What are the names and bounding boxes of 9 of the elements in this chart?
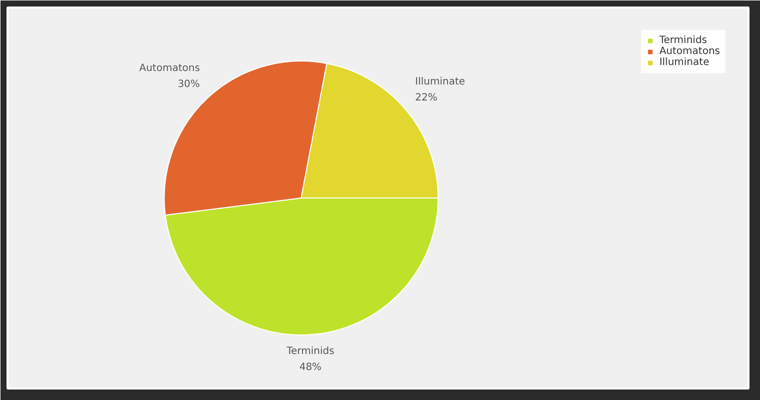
legend-label: Automatons (659, 46, 720, 57)
data-label: 48% (299, 362, 322, 373)
data-label: 22% (415, 92, 438, 104)
legend-label: Terminids (659, 35, 708, 46)
slice-label: Illuminate (415, 76, 466, 88)
slice-label: Automatons (139, 63, 200, 74)
slice-label: Terminids (286, 346, 334, 357)
legend-label: Illuminate (659, 57, 710, 68)
data-label: 30% (178, 79, 200, 90)
